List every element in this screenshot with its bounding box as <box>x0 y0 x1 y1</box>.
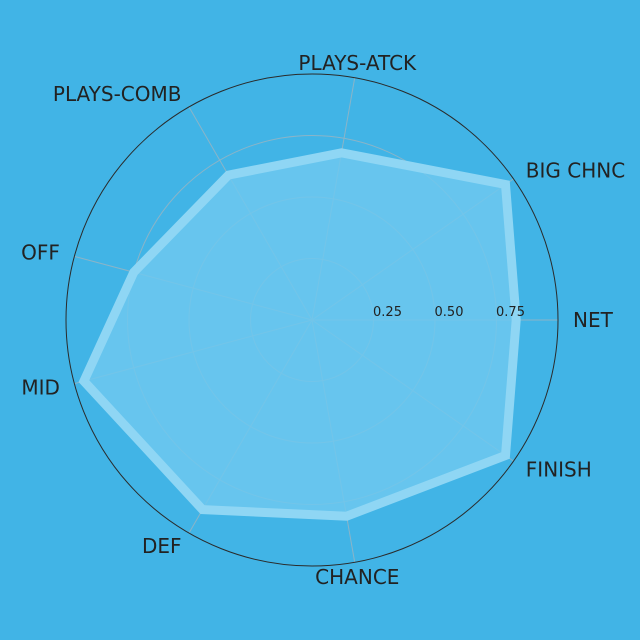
data-point-net <box>515 319 518 321</box>
radial-tick-label: 0.75 <box>496 305 525 320</box>
radial-tick-label: 0.50 <box>435 305 464 320</box>
radial-tick-labels: 0.25 0.50 0.75 <box>373 305 525 320</box>
axis-label-def: DEF <box>142 534 182 558</box>
data-point-plays-comb <box>227 174 230 177</box>
outer-ring <box>65 73 559 567</box>
data-point-off <box>132 271 135 274</box>
axis-label-plays-atck: PLAYS-ATCK <box>298 51 417 75</box>
data-point-finish <box>504 454 507 457</box>
data-point-chance <box>345 515 348 518</box>
data-point-mid <box>82 380 85 383</box>
axis-label-off: OFF <box>21 240 60 264</box>
radar-series <box>78 148 521 521</box>
data-point-def <box>201 508 204 511</box>
axis-label-finish: FINISH <box>526 458 592 482</box>
axis-label-mid: MID <box>21 376 60 400</box>
data-point-plays-atck <box>340 151 343 154</box>
axis-label-big-chnc: BIG CHNC <box>526 158 625 182</box>
series-area <box>78 148 521 521</box>
axis-label-net: NET <box>573 308 614 332</box>
data-point-big-chnc <box>504 183 507 186</box>
axis-labels: NET BIG CHNC PLAYS-ATCK PLAYS-COMB OFF MID DEF… <box>21 51 625 589</box>
axis-label-plays-comb: PLAYS-COMB <box>53 82 182 106</box>
axis-label-chance: CHANCE <box>315 565 399 589</box>
radial-tick-label: 0.25 <box>373 305 402 320</box>
